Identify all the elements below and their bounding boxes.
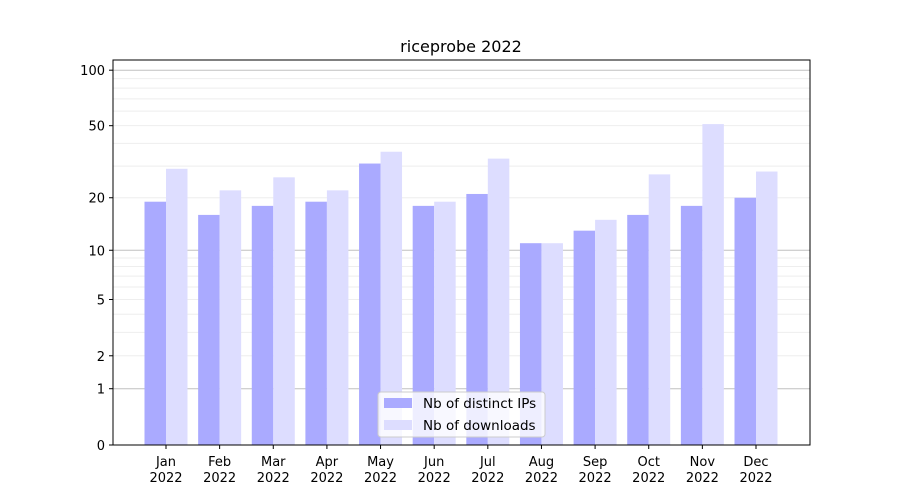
bar-downloads: [380, 151, 403, 445]
bar-downloads: [648, 174, 671, 445]
x-tick-label: Jun 2022: [418, 455, 451, 486]
bar-downloads: [166, 168, 188, 445]
x-tick-label: Jul 2022: [471, 455, 504, 486]
legend-label-downloads: Nb of downloads: [423, 418, 536, 434]
x-tick-label: May 2022: [364, 455, 397, 486]
legend-box: [377, 391, 546, 438]
y-tick-label: 100: [80, 64, 105, 79]
bar-downloads: [756, 171, 778, 446]
y-tick-label: 10: [88, 244, 105, 259]
x-tick-label: Sep 2022: [579, 455, 612, 486]
bar-downloads: [219, 190, 242, 445]
bar-distinct-ips: [359, 163, 381, 445]
y-tick-label: 1: [97, 383, 105, 398]
bar-distinct-ips: [198, 214, 220, 445]
x-tick-label: Aug 2022: [525, 455, 558, 486]
y-tick-label: 2: [97, 350, 105, 365]
bar-distinct-ips: [627, 214, 649, 445]
bar-distinct-ips: [680, 205, 703, 445]
legend-label-ips: Nb of distinct IPs: [423, 396, 536, 412]
legend-swatch-downloads: [384, 420, 412, 430]
bar-distinct-ips: [412, 205, 435, 445]
chart-title: riceprobe 2022: [400, 37, 522, 56]
bar-distinct-ips: [466, 193, 488, 445]
y-tick-label: 20: [88, 192, 105, 207]
bar-downloads: [487, 158, 510, 445]
bar-downloads: [595, 219, 617, 445]
bar-downloads: [434, 201, 456, 445]
bar-downloads: [541, 243, 563, 445]
bar-distinct-ips: [305, 201, 327, 445]
legend-swatch-ips: [384, 398, 412, 408]
bar-downloads: [702, 124, 724, 446]
plot-frame: [112, 59, 811, 446]
x-tick-label: Apr 2022: [310, 455, 343, 486]
x-tick-label: Jan 2022: [149, 455, 182, 486]
y-tick-label: 50: [88, 120, 105, 135]
bar-downloads: [273, 177, 295, 446]
bar-downloads: [326, 190, 349, 445]
y-tick-label: 5: [97, 293, 105, 308]
x-tick-label: Oct 2022: [632, 455, 665, 486]
x-tick-label: Nov 2022: [686, 455, 719, 486]
x-tick-label: Dec 2022: [739, 455, 772, 486]
x-tick-label: Feb 2022: [203, 455, 236, 486]
legend: Nb of distinct IPs Nb of downloads: [377, 391, 546, 438]
bar-distinct-ips: [144, 201, 166, 445]
bar-distinct-ips: [251, 205, 274, 445]
y-tick-label: 0: [97, 439, 105, 454]
x-tick-label: Mar 2022: [257, 455, 290, 486]
bar-distinct-ips: [573, 230, 596, 445]
bar-distinct-ips: [734, 197, 756, 445]
